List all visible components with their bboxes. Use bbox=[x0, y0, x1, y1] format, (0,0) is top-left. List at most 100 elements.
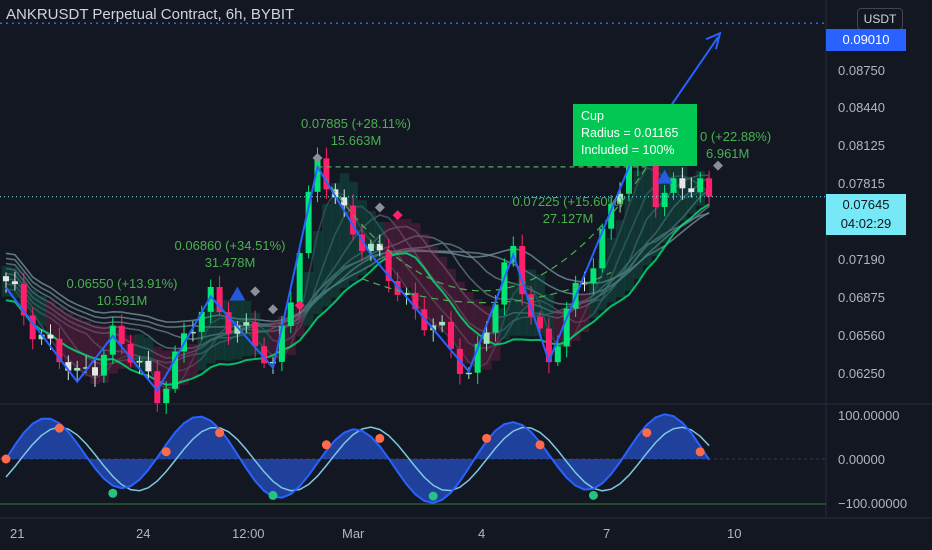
osc-dot bbox=[321, 440, 331, 450]
cloud-segment bbox=[330, 182, 341, 298]
cup-radius: Radius = 0.01165 bbox=[581, 126, 679, 140]
cup-included: Included = 100% bbox=[581, 143, 675, 157]
price-tick: 0.07815 bbox=[838, 176, 885, 191]
oscillator bbox=[1, 413, 710, 504]
swing-annotation: 0.07885 (+28.11%) 15.663M bbox=[286, 115, 426, 149]
cup-pattern-label[interactable]: Cup Radius = 0.01165 Included = 100% bbox=[573, 104, 697, 166]
cloud-segment bbox=[321, 203, 332, 307]
cup-curve bbox=[317, 166, 648, 292]
candle-body bbox=[243, 322, 250, 326]
candle-body bbox=[83, 367, 90, 369]
cloud-segment bbox=[535, 274, 545, 337]
cloud-segment bbox=[161, 350, 172, 393]
candle-body bbox=[697, 178, 704, 193]
osc-area bbox=[6, 414, 710, 503]
candle-body bbox=[252, 322, 259, 347]
cloud-segment bbox=[428, 246, 439, 326]
cloud-segment bbox=[597, 259, 608, 311]
candle-body bbox=[448, 321, 454, 349]
candle-body bbox=[599, 228, 606, 269]
osc-tick: 100.00000 bbox=[838, 408, 900, 423]
osc-dot bbox=[482, 433, 492, 443]
cloud-segment bbox=[615, 220, 626, 298]
price-tick: 0.07190 bbox=[838, 252, 885, 267]
signal-diamond bbox=[713, 160, 723, 171]
candle-body bbox=[376, 243, 383, 251]
osc-signal bbox=[5, 426, 710, 492]
cloud-segment bbox=[571, 300, 581, 341]
osc-dot bbox=[588, 490, 598, 500]
candle-body bbox=[136, 360, 143, 363]
last-price-tag: 0.07645 04:02:29 bbox=[826, 194, 906, 235]
cloud-segment bbox=[295, 306, 305, 337]
cloud-segment bbox=[286, 312, 296, 356]
price-tick: 0.08750 bbox=[838, 63, 885, 78]
time-tick: 10 bbox=[727, 526, 742, 541]
swing-change: 0.06860 (+34.51%) bbox=[174, 238, 286, 253]
candle-body bbox=[706, 178, 713, 197]
cloud-segment bbox=[304, 271, 314, 326]
candle-body bbox=[198, 311, 205, 332]
signal-diamond bbox=[250, 286, 261, 297]
currency-button[interactable]: USDT bbox=[857, 8, 903, 30]
candle-body bbox=[225, 312, 232, 334]
signal-diamond bbox=[294, 300, 305, 311]
candles bbox=[3, 129, 713, 415]
cloud-segment bbox=[37, 295, 47, 327]
candle-body bbox=[617, 193, 624, 204]
zigzag-line bbox=[5, 164, 630, 393]
cloud-segment bbox=[63, 313, 74, 365]
candle-body bbox=[261, 346, 268, 364]
osc-dot bbox=[1, 454, 11, 464]
swing-annotation: 0 (+22.88%) 6.961M bbox=[700, 128, 796, 162]
candle-body bbox=[100, 354, 107, 376]
cloud-segment bbox=[606, 238, 617, 303]
candle-body bbox=[492, 304, 499, 333]
candle-body bbox=[92, 367, 98, 376]
buy-triangle bbox=[656, 169, 673, 184]
swing-change: 0.07885 (+28.11%) bbox=[301, 116, 411, 131]
osc-dot bbox=[695, 447, 705, 457]
candle-body bbox=[118, 325, 125, 344]
ma-line bbox=[5, 174, 710, 373]
osc-dot bbox=[428, 491, 438, 501]
cloud-segment bbox=[188, 344, 198, 377]
candle-body bbox=[323, 158, 330, 190]
cloud-segment bbox=[553, 310, 563, 345]
ma-line bbox=[5, 212, 710, 328]
candle-body bbox=[296, 253, 303, 303]
osc-dot bbox=[54, 423, 64, 433]
candle-body bbox=[626, 164, 632, 194]
time-tick: 4 bbox=[478, 526, 486, 541]
cloud-segment bbox=[499, 307, 510, 340]
target-price-tag: 0.09010 bbox=[826, 29, 906, 51]
cloud-segment bbox=[544, 294, 554, 339]
signal-diamond bbox=[268, 304, 278, 315]
price-tick: 0.08125 bbox=[838, 138, 885, 153]
candle-body bbox=[216, 286, 223, 313]
cloud-segment bbox=[419, 233, 430, 317]
trend-stop-line bbox=[5, 203, 710, 386]
cloud-segment bbox=[90, 324, 100, 384]
ma-line bbox=[5, 205, 710, 341]
swing-change: 0.07225 (+15.60%) bbox=[512, 194, 624, 209]
cloud-segment bbox=[633, 170, 643, 279]
candle-body bbox=[670, 178, 677, 193]
candle-body bbox=[127, 343, 134, 363]
time-tick: Mar bbox=[342, 526, 365, 541]
swing-change: 0.06550 (+13.91%) bbox=[66, 276, 178, 291]
last-price: 0.07645 bbox=[842, 197, 890, 212]
candle-body bbox=[109, 325, 116, 355]
price-tick: 0.08440 bbox=[838, 100, 885, 115]
cloud-segment bbox=[410, 223, 421, 301]
candle-body bbox=[608, 203, 615, 229]
candle-body bbox=[305, 191, 312, 254]
candle-body bbox=[412, 292, 419, 310]
candle-body bbox=[341, 197, 348, 206]
candle-body bbox=[154, 371, 161, 404]
price-tick: 0.06875 bbox=[838, 290, 885, 305]
candle-body bbox=[474, 343, 481, 373]
signal-diamond bbox=[374, 202, 385, 213]
candle-body bbox=[465, 372, 472, 375]
